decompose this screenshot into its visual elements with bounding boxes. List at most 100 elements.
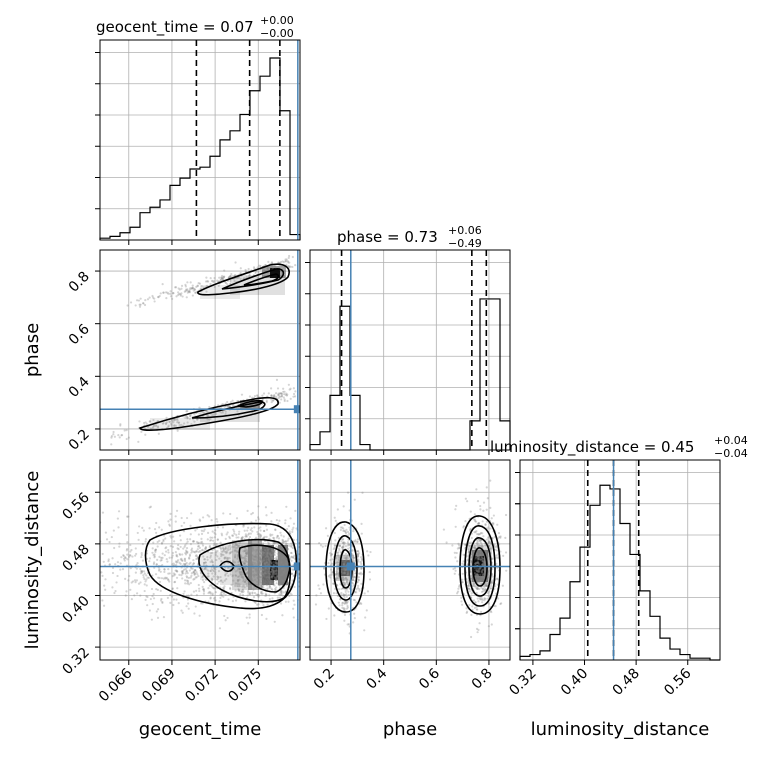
sample-point <box>280 572 284 575</box>
sample-point <box>172 562 175 565</box>
sample-point <box>171 554 174 557</box>
sample-point <box>234 574 237 577</box>
sample-point <box>499 602 502 606</box>
sample-point <box>204 280 208 283</box>
sample-point <box>346 573 349 577</box>
sample-point <box>242 584 245 587</box>
sample-point <box>255 406 258 409</box>
sample-point <box>168 572 171 575</box>
sample-point <box>219 596 222 599</box>
sample-point <box>253 561 256 565</box>
sample-point <box>185 579 188 582</box>
sample-point <box>257 578 261 581</box>
sample-point <box>348 543 351 547</box>
sample-point <box>138 420 141 423</box>
sample-point <box>277 266 280 269</box>
sample-point <box>236 582 239 585</box>
sample-point <box>495 554 498 557</box>
sample-point <box>285 583 288 587</box>
sample-point <box>266 266 270 269</box>
sample-point <box>267 569 270 573</box>
sample-point <box>258 552 261 555</box>
sample-point <box>341 601 344 605</box>
sample-point <box>157 576 160 579</box>
sample-point <box>329 552 332 555</box>
sample-point <box>249 567 252 571</box>
sample-point <box>305 557 307 559</box>
sample-point <box>276 574 279 577</box>
sample-point <box>113 591 116 595</box>
sample-point <box>494 605 497 608</box>
sample-point <box>263 546 266 549</box>
y-tick-label: 0.2 <box>66 426 93 453</box>
sample-point <box>255 569 258 573</box>
sample-point <box>244 569 247 572</box>
sample-point <box>157 569 161 572</box>
sample-point <box>268 594 271 597</box>
sample-point <box>237 406 240 409</box>
sample-point <box>203 558 206 561</box>
sample-point <box>327 575 330 578</box>
sample-point <box>481 545 484 548</box>
sample-point <box>252 570 255 573</box>
sample-point <box>333 531 336 535</box>
sample-point <box>338 544 341 547</box>
sample-point <box>253 406 256 409</box>
sample-point <box>477 573 480 576</box>
sample-point <box>239 570 242 573</box>
sample-point <box>123 429 126 432</box>
sample-point <box>140 552 143 555</box>
sample-point <box>241 536 244 539</box>
sample-point <box>187 581 190 584</box>
sample-point <box>353 599 356 602</box>
sample-point <box>124 577 127 580</box>
sample-point <box>281 542 284 545</box>
sample-point <box>195 571 198 574</box>
sample-point <box>304 568 306 570</box>
sample-point <box>161 601 164 604</box>
sample-point <box>251 562 254 565</box>
sample-point <box>271 551 274 554</box>
x-tick-label: 0.2 <box>311 666 338 693</box>
sample-point <box>266 554 269 557</box>
sample-point <box>256 593 260 596</box>
sample-point <box>262 573 265 576</box>
sample-point <box>286 393 289 396</box>
sample-point <box>239 573 242 576</box>
sample-point <box>197 533 200 536</box>
sample-point <box>344 531 347 534</box>
sample-point <box>458 585 461 588</box>
sample-point <box>482 572 485 575</box>
sample-point <box>482 561 485 564</box>
sample-point <box>186 416 189 419</box>
sample-point <box>356 540 359 543</box>
sample-point <box>240 393 244 396</box>
sample-point <box>476 540 480 543</box>
sample-point <box>237 587 240 591</box>
sample-point <box>263 572 266 575</box>
sample-point <box>347 572 350 575</box>
sample-point <box>321 585 323 587</box>
sample-point <box>153 566 156 569</box>
sample-point <box>269 533 272 536</box>
sample-point <box>211 280 214 283</box>
sample-point <box>343 530 347 533</box>
sample-point <box>336 563 340 567</box>
sample-point <box>251 587 254 590</box>
sample-point <box>495 549 499 552</box>
sample-point <box>338 604 341 607</box>
sample-point <box>171 297 174 301</box>
sample-point <box>192 570 195 574</box>
sample-point <box>245 560 248 563</box>
sample-point <box>260 592 263 595</box>
sample-point <box>269 551 272 554</box>
sample-point <box>476 608 479 611</box>
sample-point <box>291 579 294 582</box>
sample-point <box>489 527 492 530</box>
sample-point <box>271 550 275 553</box>
sample-point <box>215 551 218 554</box>
sample-point <box>477 522 480 525</box>
sample-point <box>184 285 187 288</box>
sample-point <box>460 600 463 603</box>
sample-point <box>307 573 309 575</box>
